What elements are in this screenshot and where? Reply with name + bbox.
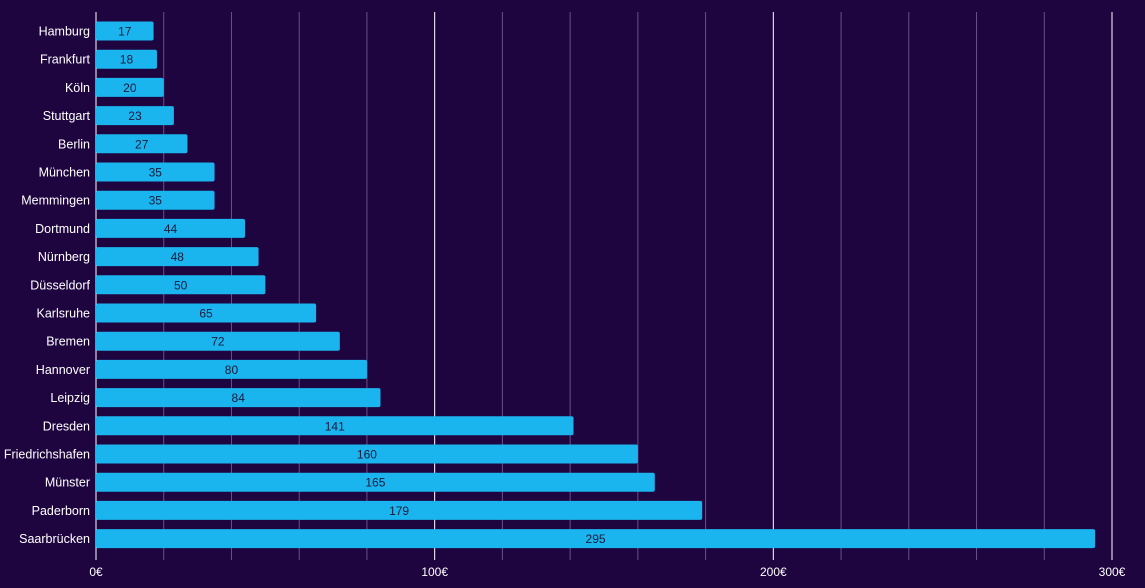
x-tick-label: 100€ (421, 565, 448, 579)
bar (96, 529, 1096, 549)
data-label: 35 (149, 194, 163, 208)
category-label: Saarbrücken (19, 532, 90, 546)
data-label: 65 (199, 307, 213, 321)
x-tick-label: 0€ (89, 565, 103, 579)
data-label: 18 (120, 53, 134, 67)
data-label: 27 (135, 137, 149, 151)
data-label: 179 (389, 504, 409, 518)
category-label: Hamburg (39, 25, 90, 39)
bar (96, 359, 367, 379)
category-label: Frankfurt (40, 53, 91, 67)
category-label: Friedrichshafen (4, 448, 90, 462)
category-label: Nürnberg (38, 250, 90, 264)
bar (96, 388, 381, 408)
bar (96, 247, 259, 267)
bar (96, 190, 215, 210)
data-label: 165 (365, 476, 385, 490)
data-label: 72 (211, 335, 225, 349)
category-label: München (39, 166, 90, 180)
category-label: Leipzig (50, 391, 90, 405)
bar (96, 303, 317, 323)
bar (96, 275, 266, 295)
data-label: 141 (325, 419, 345, 433)
category-label: Berlin (58, 137, 90, 151)
bar (96, 472, 655, 492)
data-label: 35 (149, 166, 163, 180)
category-label: Hannover (36, 363, 90, 377)
bar (96, 162, 215, 182)
data-label: 160 (357, 448, 377, 462)
category-label: Dresden (43, 419, 90, 433)
category-label: Karlsruhe (37, 307, 91, 321)
category-label: Düsseldorf (30, 278, 90, 292)
bar (96, 416, 574, 436)
category-label: Bremen (46, 335, 90, 349)
bar (96, 77, 164, 97)
data-label: 20 (123, 81, 137, 95)
bar (96, 500, 703, 520)
bar (96, 444, 638, 464)
data-label: 48 (171, 250, 185, 264)
category-label: Stuttgart (43, 109, 91, 123)
bar (96, 49, 157, 69)
category-label: Memmingen (21, 194, 90, 208)
data-label: 50 (174, 278, 188, 292)
data-label: 17 (118, 25, 132, 39)
x-tick-label: 300€ (1099, 565, 1126, 579)
category-label: Dortmund (35, 222, 90, 236)
bar (96, 106, 174, 126)
x-tick-label: 200€ (760, 565, 787, 579)
category-label: Münster (45, 476, 90, 490)
data-label: 23 (128, 109, 142, 123)
bar (96, 134, 188, 154)
data-label: 44 (164, 222, 178, 236)
bar (96, 218, 246, 238)
category-label: Köln (65, 81, 90, 95)
bar (96, 21, 154, 41)
data-label: 80 (225, 363, 239, 377)
data-label: 84 (232, 391, 246, 405)
bar (96, 331, 340, 351)
category-label: Paderborn (32, 504, 90, 518)
data-label: 295 (586, 532, 606, 546)
